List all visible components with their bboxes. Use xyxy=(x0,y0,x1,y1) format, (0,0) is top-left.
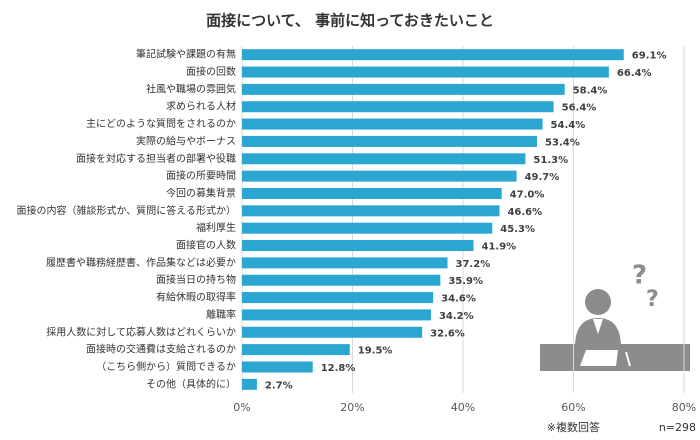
bar xyxy=(242,240,474,252)
annotation: ※複数回答 xyxy=(547,420,600,434)
x-tick-label: 20% xyxy=(340,401,364,414)
y-tick-label: 社風や職場の雰囲気 xyxy=(146,82,236,95)
bar xyxy=(242,118,543,130)
value-label: 2.7% xyxy=(265,380,293,391)
person-collar xyxy=(593,319,603,334)
value-label: 66.4% xyxy=(617,68,652,79)
bar xyxy=(242,222,493,234)
bar xyxy=(242,326,423,338)
illustration: ? ? xyxy=(540,261,690,371)
y-tick-label: 履歴書や職務経歴書、作品集などは必要か xyxy=(46,256,236,269)
x-tick-label: 80% xyxy=(672,401,696,414)
y-tick-label: 今回の募集背景 xyxy=(166,186,236,199)
value-label: 51.3% xyxy=(533,155,568,166)
bar xyxy=(242,135,538,147)
bar xyxy=(242,66,609,78)
y-tick-label: 有給休暇の取得率 xyxy=(156,291,236,304)
value-label: 58.4% xyxy=(573,85,608,96)
value-label: 34.2% xyxy=(439,311,474,322)
bar xyxy=(242,49,624,61)
value-label: 69.1% xyxy=(632,51,667,62)
y-tick-label: 面接官の人数 xyxy=(176,239,236,252)
y-tick-label: 離職率 xyxy=(206,308,236,321)
y-tick-label: その他（具体的に） xyxy=(146,377,236,390)
bar xyxy=(242,292,434,304)
y-tick-label: （こちら側から）質問できるか xyxy=(96,360,236,373)
bar xyxy=(242,361,313,373)
bar xyxy=(242,257,448,269)
y-tick-label: 主にどのような質問をされるのか xyxy=(86,117,236,130)
y-tick-label: 面接の回数 xyxy=(186,65,236,78)
y-tick-label: 面接の内容（雑談形式か、質問に答える形式か） xyxy=(17,204,237,217)
bar xyxy=(242,83,565,95)
bar xyxy=(242,378,257,390)
y-tick-label: 面接時の交通費は支給されるのか xyxy=(86,343,236,356)
bar xyxy=(242,309,431,321)
y-tick-label: 実際の給与やボーナス xyxy=(136,134,236,147)
value-label: 32.6% xyxy=(430,328,465,339)
value-label: 41.9% xyxy=(481,242,516,253)
chart-title: 面接について、 事前に知っておきたいこと xyxy=(206,12,494,30)
y-tick-label: 面接当日の持ち物 xyxy=(156,273,236,286)
paper xyxy=(580,350,618,366)
bar xyxy=(242,187,502,199)
value-label: 35.9% xyxy=(448,276,483,287)
value-label: 37.2% xyxy=(456,259,491,270)
value-label: 56.4% xyxy=(562,103,597,114)
bar xyxy=(242,344,350,356)
value-label: 54.4% xyxy=(551,120,586,131)
value-label: 47.0% xyxy=(510,189,545,200)
x-tick-label: 0% xyxy=(233,401,250,414)
value-label: 19.5% xyxy=(358,346,393,357)
x-tick-label: 60% xyxy=(561,401,585,414)
y-tick-label: 求められる人材 xyxy=(166,100,236,113)
y-tick-label: 採用人数に対して応募人数はどれくらいか xyxy=(46,325,236,338)
bar xyxy=(242,170,517,182)
value-label: 34.6% xyxy=(441,294,476,305)
pen xyxy=(625,351,631,367)
value-label: 45.3% xyxy=(500,224,535,235)
bar xyxy=(242,274,441,286)
value-label: 12.8% xyxy=(321,363,356,374)
value-label: 53.4% xyxy=(545,137,580,148)
person-head xyxy=(585,289,611,315)
value-label: 49.7% xyxy=(525,172,560,183)
value-label: 46.6% xyxy=(507,207,542,218)
bar xyxy=(242,101,554,113)
y-tick-label: 福利厚生 xyxy=(196,221,236,234)
y-tick-label: 筆記試験や課題の有無 xyxy=(136,48,236,61)
bar xyxy=(242,153,526,165)
annotation: n=298 xyxy=(659,421,696,434)
question-mark: ? xyxy=(646,287,659,312)
x-tick-label: 40% xyxy=(451,401,475,414)
bar xyxy=(242,205,500,217)
y-tick-label: 面接を対応する担当者の部署や役職 xyxy=(76,152,236,165)
question-mark: ? xyxy=(632,261,647,291)
y-tick-label: 面接の所要時間 xyxy=(166,169,236,182)
